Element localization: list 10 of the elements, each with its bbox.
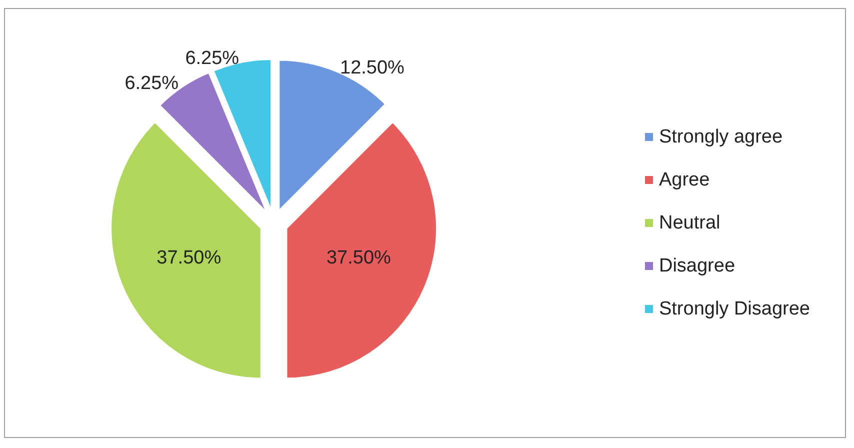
- data-label: 6.25%: [124, 72, 179, 94]
- data-label: 12.50%: [340, 57, 405, 78]
- legend-label: Strongly agree: [658, 126, 783, 148]
- legend-label: Disagree: [658, 256, 736, 276]
- data-label: 37.50%: [156, 248, 222, 269]
- data-label: 6.25%: [185, 48, 240, 69]
- data-label: 37.50%: [326, 248, 392, 269]
- legend-label: Agree: [658, 170, 710, 190]
- legend-label: Neutral: [658, 212, 720, 234]
- legend-label: Strongly Disagree: [658, 298, 810, 320]
